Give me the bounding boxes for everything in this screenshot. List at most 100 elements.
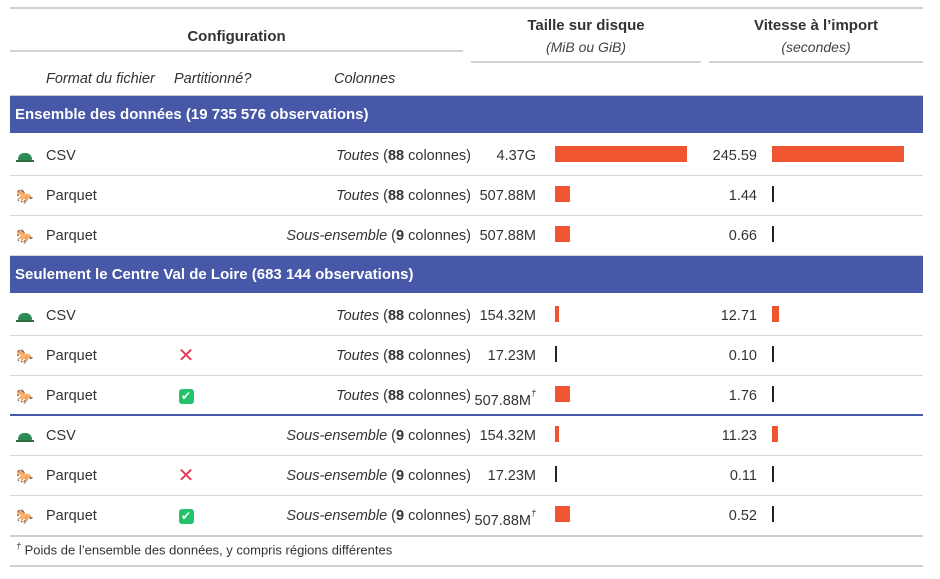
columns-count: 88	[387, 308, 405, 324]
turtle-icon	[15, 416, 35, 456]
size-bar	[555, 226, 570, 242]
footnote-text: Poids de l’ensemble des données, y compr…	[24, 542, 393, 558]
columns-paren: (	[379, 388, 388, 404]
columns-scope: Sous-ensemble	[286, 508, 388, 524]
columns-cell: Toutes (88 colonnes)	[336, 336, 471, 376]
speed-bar-axis	[772, 386, 774, 402]
check-mark: ✔	[178, 388, 194, 404]
turtle-shape	[16, 153, 34, 162]
speed-value: 11.23	[721, 428, 757, 444]
size-value: 154.32M	[480, 296, 536, 336]
columns-suffix: colonnes)	[408, 428, 471, 444]
speed-bar	[772, 146, 904, 162]
speed-value: 245.59	[712, 148, 757, 164]
size-footnote-mark: †	[530, 508, 536, 518]
size-bar	[555, 306, 559, 322]
table-row: 🐎 Parquet ✔ Toutes (88 colonnes) 507.88M† 1.7…	[10, 376, 923, 416]
columns-cell: Toutes (88 colonnes)	[336, 136, 471, 176]
column-format: Format du fichier	[46, 71, 155, 87]
cross-mark: ✕	[177, 465, 195, 487]
size-value: 507.88M†	[475, 376, 536, 416]
size-bar	[555, 426, 559, 442]
size-number: 507.88M	[479, 228, 536, 244]
row-separator	[10, 255, 923, 256]
columns-scope: Toutes	[336, 188, 380, 204]
columns-suffix: colonnes)	[408, 468, 471, 484]
columns-count: 9	[396, 468, 405, 484]
size-subheader: (MiB ou GiB)	[545, 39, 627, 55]
horse-icon: 🐎	[16, 468, 34, 484]
columns-count: 88	[387, 148, 405, 164]
columns-suffix: colonnes)	[408, 308, 471, 324]
columns-count: 9	[396, 508, 405, 524]
size-bar-axis	[555, 466, 557, 482]
columns-scope: Toutes	[336, 388, 380, 404]
group-header: Ensemble des données (19 735 576 observa…	[10, 96, 923, 133]
format-cell: CSV	[46, 148, 76, 164]
speed-subheader: (secondes)	[781, 39, 851, 55]
speed-bar	[772, 306, 779, 322]
speed-value: 0.66	[728, 228, 757, 244]
size-value: 17.23M	[488, 456, 536, 496]
row-separator	[10, 175, 923, 176]
format-cell: Parquet	[46, 468, 97, 484]
columns-paren: (	[387, 228, 397, 244]
format-cell: Parquet	[46, 388, 97, 404]
speed-value: 1.44	[728, 188, 757, 204]
format-cell: CSV	[46, 308, 76, 324]
cross-icon: ✕	[176, 336, 196, 376]
columns-cell: Toutes (88 colonnes)	[336, 376, 471, 416]
configuration-header: Configuration	[187, 28, 286, 45]
speed-underline	[709, 61, 923, 63]
size-value: 507.88M†	[475, 496, 536, 536]
columns-suffix: colonnes)	[408, 148, 471, 164]
speed-value: 0.52	[728, 508, 757, 524]
horse-icon: 🐎	[16, 388, 34, 404]
row-separator	[10, 375, 923, 376]
table-row: CSV Sous-ensemble (9 colonnes) 154.32M 11.2…	[10, 416, 923, 456]
columns-paren: (	[387, 428, 397, 444]
format-cell: Parquet	[46, 348, 97, 364]
speed-bar-axis	[772, 466, 774, 482]
columns-scope: Toutes	[336, 308, 380, 324]
table-row: 🐎 Parquet Toutes (88 colonnes) 507.88M 1.44	[10, 176, 923, 216]
check-icon: ✔	[176, 496, 196, 536]
row-separator	[10, 414, 923, 416]
speed-bar-axis	[772, 226, 774, 242]
columns-scope: Toutes	[336, 148, 380, 164]
turtle-icon	[15, 296, 35, 336]
speed-value: 0.11	[729, 468, 757, 484]
size-value: 507.88M	[480, 216, 536, 256]
size-bar	[555, 186, 570, 202]
size-footnote-mark: †	[530, 388, 536, 398]
speed-bar	[772, 426, 778, 442]
column-columns: Colonnes	[334, 71, 396, 87]
size-number: 507.88M	[474, 512, 531, 529]
size-number: 17.23M	[487, 468, 536, 484]
size-bar	[555, 146, 687, 162]
columns-suffix: colonnes)	[408, 188, 471, 204]
columns-suffix: colonnes)	[408, 228, 471, 244]
row-separator	[10, 455, 923, 456]
columns-paren: (	[379, 148, 388, 164]
columns-paren: (	[379, 348, 388, 364]
columns-paren: (	[379, 308, 388, 324]
columns-count: 9	[396, 228, 405, 244]
columns-scope: Toutes	[336, 348, 380, 364]
columns-count: 88	[387, 388, 405, 404]
columns-cell: Sous-ensemble (9 colonnes)	[286, 416, 471, 456]
size-header: Taille sur disque	[527, 17, 645, 34]
horse-icon: 🐎	[16, 228, 34, 244]
row-separator	[10, 335, 923, 336]
size-value: 154.32M	[480, 416, 536, 456]
columns-cell: Sous-ensemble (9 colonnes)	[286, 216, 471, 256]
horse-icon: 🐎	[16, 348, 34, 364]
columns-paren: (	[387, 468, 397, 484]
columns-scope: Sous-ensemble	[286, 468, 388, 484]
columns-cell: Toutes (88 colonnes)	[336, 176, 471, 216]
configuration-underline	[10, 50, 463, 52]
bottom-rule	[10, 565, 923, 567]
row-separator	[10, 495, 923, 496]
speed-header: Vitesse à l’import	[754, 17, 878, 34]
speed-bar-axis	[772, 506, 774, 522]
